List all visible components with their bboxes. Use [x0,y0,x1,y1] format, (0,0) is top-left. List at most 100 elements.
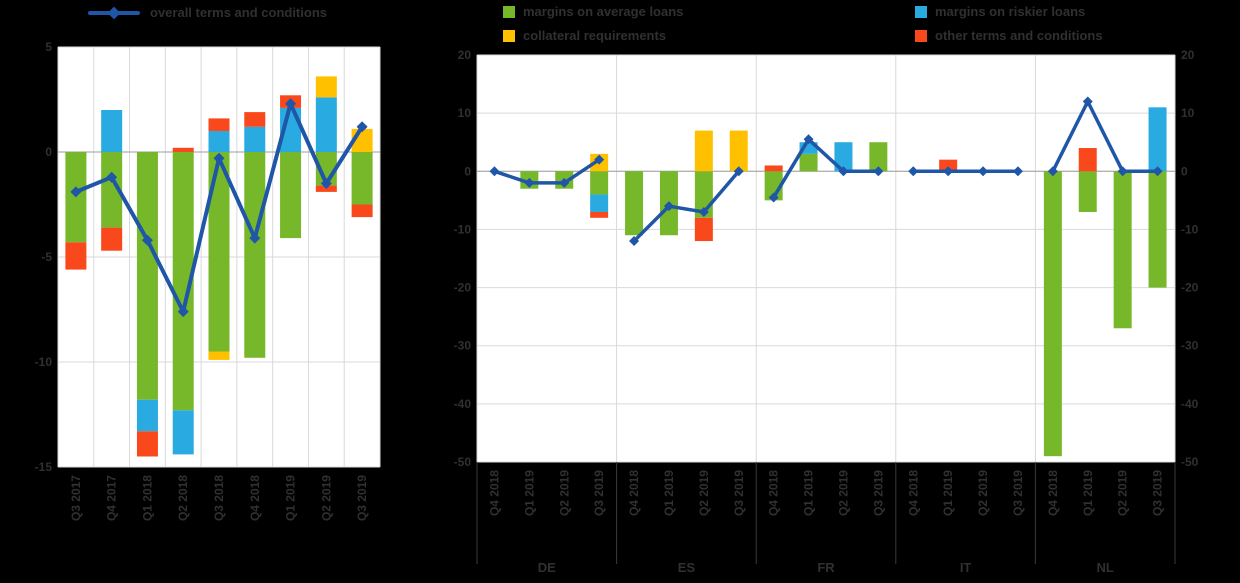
right-chart-legend: margins on average loans margins on risk… [503,4,1103,43]
x-tick-label: Q2 2019 [1116,470,1130,516]
diamond-marker [908,166,919,177]
bar-segment [136,399,158,432]
bar-segment [101,110,123,152]
bar-segment [136,431,158,457]
legend-label: other terms and conditions [935,28,1103,43]
x-tick-label: Q2 2019 [836,470,850,516]
y-tick-label: 20 [1181,48,1195,62]
bar-segment [172,410,194,455]
bar-segment [764,165,783,172]
bar-segment [208,351,230,360]
x-tick-label: Q4 2018 [487,470,501,516]
plot-area [477,55,1175,462]
y-tick-label: -50 [1181,455,1199,469]
y-tick-label: -50 [454,455,472,469]
left-chart: 5 0 -5 -10 -15 Q3 2017 Q4 2017 Q1 2018 Q2 2018 Q3… [35,40,381,521]
diamond-marker [559,177,570,188]
legend-item-other-terms: other terms and conditions [915,28,1103,43]
x-tick-label: Q4 2018 [906,470,920,516]
y-tick-label: 0 [45,145,52,159]
y-tick-label: -15 [35,460,53,474]
y-tick-label: -20 [1181,281,1199,295]
x-tick-label: Q2 2018 [176,475,190,521]
x-tick-label: Q1 2019 [802,470,816,516]
legend-item-margins-riskier-loans: margins on riskier loans [915,4,1103,19]
diamond-marker [177,306,189,318]
bar-segment [101,152,123,228]
diamond-marker [249,232,261,244]
y-tick-label: 5 [45,40,52,54]
bar-segment [1148,171,1167,288]
x-tick-label: Q1 2019 [941,470,955,516]
y-tick-label: 10 [458,106,472,120]
bar-segment [351,152,373,205]
y-tick-label: 20 [458,48,472,62]
x-tick-label: Q3 2019 [1151,470,1165,516]
x-tick-label: Q3 2019 [732,470,746,516]
x-tick-label: Q1 2018 [140,475,154,521]
line-series-legend-icon [88,10,140,15]
diamond-marker [106,171,118,183]
diamond-marker [873,166,884,177]
y-tick-label: 0 [464,164,471,178]
bar-segment [65,242,87,270]
bar-segment [694,130,713,172]
y-tick-label: -10 [1181,222,1199,236]
diamond-marker [838,166,849,177]
legend-item-collateral-requirements: collateral requirements [503,28,915,43]
y-tick-label: -30 [454,339,472,353]
group-label: DE [538,560,556,575]
x-tick-label: Q4 2018 [767,470,781,516]
diamond-marker [356,121,368,133]
diamond-marker [698,206,709,217]
bar-segment [244,112,266,127]
y-tick-label: -40 [1181,397,1199,411]
diamond-marker [70,186,82,198]
bar-segment [1148,107,1167,172]
diamond-marker [1047,166,1058,177]
y-tick-label: -40 [454,397,472,411]
bar-segment [315,76,337,98]
x-tick-label: Q4 2017 [105,475,119,521]
x-tick-label: Q4 2018 [627,470,641,516]
diamond-marker [733,166,744,177]
diamond-marker [524,177,535,188]
diamond-marker [803,134,814,145]
bar-segment [172,152,194,411]
bar-segment [208,118,230,131]
bar-segment [351,204,373,218]
diamond-marker [768,192,779,203]
bar-segment [939,159,958,172]
x-tick-label: Q2 2019 [697,470,711,516]
x-tick-label: Q1 2019 [662,470,676,516]
legend-label: margins on riskier loans [935,4,1086,19]
x-tick-label: Q3 2019 [592,470,606,516]
legend-label: collateral requirements [523,28,667,43]
line-layer [70,98,368,318]
diamond-marker [1082,96,1093,107]
group-label: NL [1097,560,1114,575]
x-tick-label: Q4 2018 [248,475,262,521]
x-tick-label: Q2 2019 [976,470,990,516]
bar-segment [799,153,818,172]
diamond-marker [320,178,332,189]
x-tick-label: Q3 2017 [69,475,83,521]
y-tick-label: -10 [454,222,472,236]
bar-segment [834,142,853,172]
bar-segment [869,142,888,172]
bar-segment [1078,148,1097,172]
bar-segment [244,126,266,152]
bar-segment [1113,171,1132,329]
bar-segment [1078,171,1097,212]
bar-segment [208,131,230,152]
diamond-marker [943,166,954,177]
bar-segment [172,147,194,152]
bar-segment [729,130,748,172]
x-tick-label: Q3 2018 [212,475,226,521]
x-tick-label: Q2 2019 [319,475,333,521]
line-layer [489,96,1163,247]
bar-segment [101,227,123,251]
right-chart: 20 20 10 10 0 0 -10 -10 -20 -20 -30 -30 -40 -40 -50 -50… [454,48,1199,575]
legend-item-margins-average-loans: margins on average loans [503,4,915,19]
